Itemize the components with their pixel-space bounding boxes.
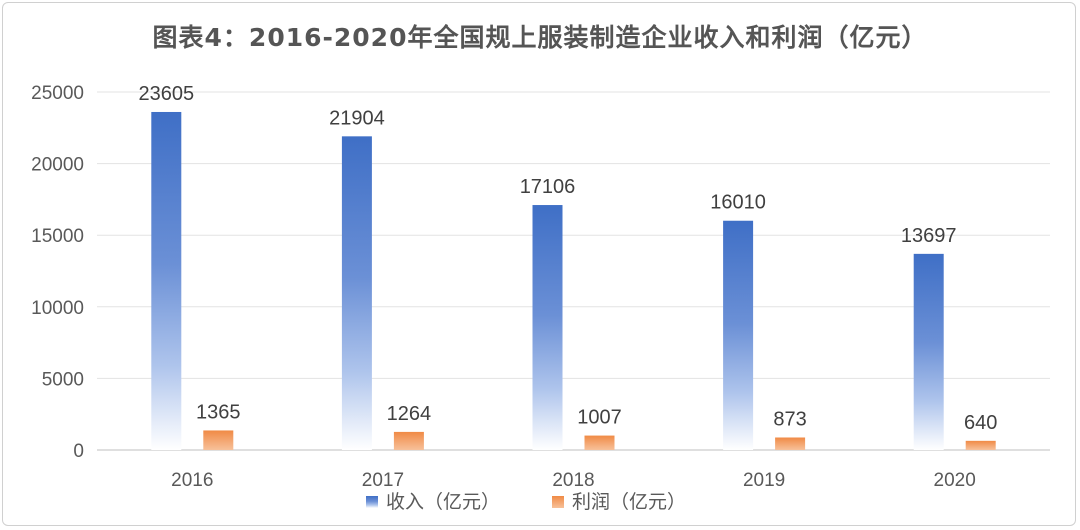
y-tick-label: 10000	[31, 298, 84, 319]
revenue-bar	[532, 205, 563, 450]
x-tick-label: 2020	[934, 470, 976, 491]
data-label: 23605	[138, 83, 194, 105]
data-label: 21904	[329, 107, 385, 129]
profit-bar	[775, 437, 806, 450]
data-label: 13697	[901, 225, 957, 247]
profit-bar	[393, 431, 424, 450]
legend-swatch	[366, 496, 378, 508]
y-tick-label: 25000	[31, 83, 84, 104]
data-label: 640	[964, 412, 997, 434]
legend-label: 收入（亿元）	[386, 491, 500, 513]
profit-bar	[584, 435, 615, 450]
revenue-bar	[151, 111, 182, 450]
legend-label: 利润（亿元）	[572, 491, 686, 513]
x-tick-label: 2016	[171, 470, 213, 491]
y-tick-label: 5000	[42, 369, 84, 390]
data-label: 1007	[577, 407, 622, 429]
y-tick-label: 0	[73, 441, 84, 462]
revenue-bar	[723, 220, 754, 450]
revenue-bar	[913, 253, 944, 450]
revenue-bar	[341, 136, 372, 450]
profit-bar	[965, 440, 996, 450]
profit-bar	[203, 430, 234, 450]
x-tick-label: 2018	[552, 470, 594, 491]
x-tick-label: 2017	[362, 470, 404, 491]
data-label: 1365	[196, 401, 241, 423]
chart-title: 图表4：2016-2020年全国规上服装制造企业收入和利润（亿元）	[152, 23, 928, 52]
y-tick-label: 15000	[31, 226, 84, 247]
data-label: 1264	[387, 403, 432, 425]
legend-swatch	[552, 496, 564, 508]
y-tick-label: 20000	[31, 155, 84, 176]
x-tick-label: 2019	[743, 470, 785, 491]
data-label: 17106	[520, 176, 576, 198]
data-label: 16010	[710, 192, 766, 214]
data-label: 873	[773, 408, 806, 430]
